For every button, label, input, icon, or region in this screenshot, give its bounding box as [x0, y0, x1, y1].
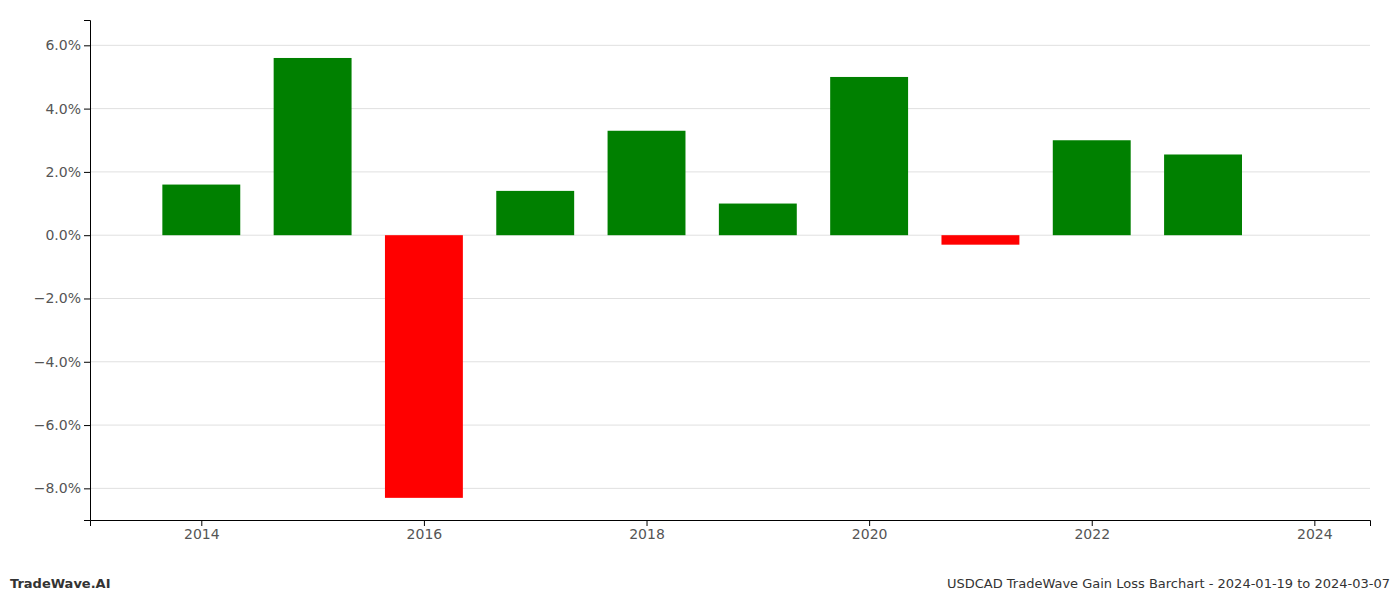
bar [162, 185, 240, 236]
y-tick-mark [84, 45, 90, 46]
x-tick: 2024 [1297, 520, 1333, 542]
x-axis-line [91, 521, 1371, 527]
y-tick-mark [84, 235, 90, 236]
y-tick-mark [84, 172, 90, 173]
bars [162, 58, 1242, 498]
y-tick-mark [84, 425, 90, 426]
grid-line [90, 425, 1370, 426]
y-tick-label: 0.0% [45, 227, 81, 243]
x-tick: 2016 [407, 520, 443, 542]
bar [1053, 140, 1131, 235]
y-tick-label: 4.0% [45, 101, 81, 117]
y-tick: 6.0% [45, 37, 90, 53]
bar [830, 77, 908, 235]
x-tick-label: 2016 [407, 526, 443, 542]
plot-area: −8.0% −6.0% −4.0% −2.0% 0.0% 2.0% 4.0% 6.0% 2014… [34, 21, 1371, 542]
grid-line [90, 45, 1370, 46]
bar [719, 204, 797, 236]
x-tick: 2020 [852, 520, 888, 542]
y-tick-label: 6.0% [45, 37, 81, 53]
y-tick-mark [84, 298, 90, 299]
chart: −8.0% −6.0% −4.0% −2.0% 0.0% 2.0% 4.0% 6.0% 2014… [0, 0, 1400, 600]
y-tick-label: −6.0% [34, 417, 81, 433]
y-axis: −8.0% −6.0% −4.0% −2.0% 0.0% 2.0% 4.0% 6.0% [34, 21, 91, 521]
footer-right: USDCAD TradeWave Gain Loss Barchart - 20… [947, 576, 1390, 591]
y-tick-mark [84, 109, 90, 110]
x-tick-label: 2018 [629, 526, 665, 542]
y-tick-label: −4.0% [34, 354, 81, 370]
bar [608, 131, 686, 235]
footer-left: TradeWave.AI [10, 576, 111, 591]
x-tick: 2022 [1074, 520, 1110, 542]
x-tick: 2014 [184, 520, 220, 542]
y-tick-mark [84, 362, 90, 363]
x-tick-label: 2014 [184, 526, 220, 542]
y-tick: −6.0% [34, 417, 90, 433]
y-tick-label: 2.0% [45, 164, 81, 180]
grid-line [90, 361, 1370, 362]
x-tick-label: 2020 [852, 526, 888, 542]
grid [90, 45, 1370, 488]
y-tick: −8.0% [34, 480, 90, 496]
bar [274, 58, 352, 235]
y-tick: 2.0% [45, 164, 90, 180]
bar [385, 235, 463, 498]
grid-line [90, 298, 1370, 299]
x-axis: 2014 2016 2018 2020 2022 2024 [91, 520, 1371, 542]
y-tick: −4.0% [34, 354, 90, 370]
bar [941, 235, 1019, 244]
y-tick-mark [84, 488, 90, 489]
y-tick-label: −2.0% [34, 290, 81, 306]
x-tick-label: 2024 [1297, 526, 1333, 542]
grid-line [90, 488, 1370, 489]
y-axis-line [84, 21, 91, 521]
y-tick: −2.0% [34, 290, 90, 306]
y-tick: 4.0% [45, 101, 90, 117]
y-tick-label: −8.0% [34, 480, 81, 496]
bar [1164, 154, 1242, 235]
y-tick: 0.0% [45, 227, 90, 243]
x-tick-label: 2022 [1074, 526, 1110, 542]
x-tick: 2018 [629, 520, 665, 542]
bar [496, 191, 574, 235]
